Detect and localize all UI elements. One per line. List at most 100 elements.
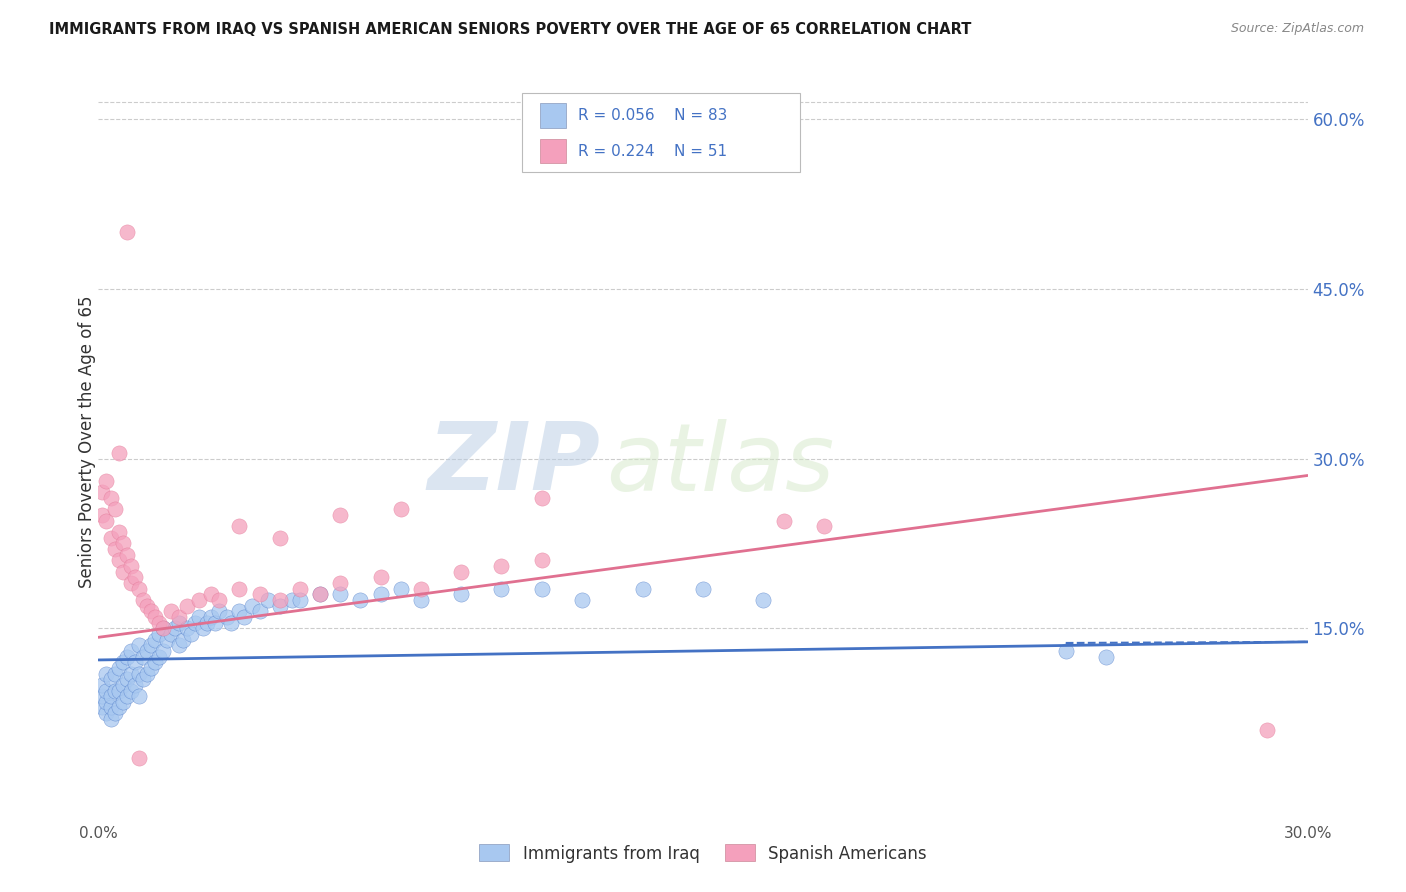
Point	[256, 593, 278, 607]
Point	[139, 638, 162, 652]
Point	[139, 661, 162, 675]
Point	[309, 587, 332, 601]
Point	[120, 666, 142, 681]
Legend: Immigrants from Iraq, Spanish Americans: Immigrants from Iraq, Spanish Americans	[472, 838, 934, 869]
Point	[208, 604, 231, 618]
Point	[450, 565, 472, 579]
Point	[249, 604, 271, 618]
Point	[389, 502, 412, 516]
Point	[103, 683, 125, 698]
Point	[128, 582, 150, 596]
Point	[135, 599, 157, 613]
Point	[309, 587, 332, 601]
Point	[1054, 644, 1077, 658]
Point	[91, 678, 114, 692]
Point	[107, 553, 129, 567]
Point	[195, 615, 218, 630]
Point	[200, 587, 222, 601]
Point	[143, 610, 166, 624]
Point	[100, 491, 122, 505]
Point	[329, 508, 352, 522]
Point	[370, 587, 392, 601]
Point	[96, 474, 118, 488]
Point	[107, 446, 129, 460]
Point	[107, 700, 129, 714]
Point	[409, 582, 432, 596]
Point	[409, 593, 432, 607]
Point	[200, 610, 222, 624]
Point	[96, 666, 118, 681]
Point	[100, 672, 122, 686]
Point	[167, 610, 190, 624]
Point	[163, 621, 186, 635]
Point	[115, 689, 138, 703]
Point	[217, 610, 239, 624]
Point	[329, 587, 352, 601]
Point	[752, 593, 775, 607]
Point	[96, 695, 118, 709]
Point	[91, 689, 114, 703]
Point	[120, 559, 142, 574]
Bar	[540, 139, 567, 163]
Point	[772, 514, 794, 528]
Point	[128, 689, 150, 703]
Point	[349, 593, 371, 607]
Point	[107, 524, 129, 539]
Point	[1256, 723, 1278, 738]
Point	[167, 615, 190, 630]
Point	[329, 576, 352, 591]
Point	[107, 661, 129, 675]
Point	[160, 604, 183, 618]
Y-axis label: Seniors Poverty Over the Age of 65: Seniors Poverty Over the Age of 65	[79, 295, 96, 588]
Point	[152, 621, 174, 635]
Text: R = 0.056    N = 83: R = 0.056 N = 83	[578, 108, 728, 123]
Point	[115, 225, 138, 239]
Point	[269, 599, 291, 613]
Point	[491, 559, 513, 574]
Point	[124, 678, 146, 692]
Point	[120, 644, 142, 658]
Point	[132, 593, 155, 607]
Text: ZIP: ZIP	[427, 418, 600, 510]
Point	[135, 666, 157, 681]
Point	[100, 700, 122, 714]
Point	[269, 593, 291, 607]
FancyBboxPatch shape	[522, 93, 800, 172]
Point	[111, 678, 134, 692]
Point	[115, 649, 138, 664]
Point	[103, 706, 125, 720]
Point	[188, 610, 211, 624]
Point	[152, 621, 174, 635]
Point	[103, 502, 125, 516]
Point	[148, 649, 170, 664]
Point	[450, 587, 472, 601]
Point	[111, 655, 134, 669]
Point	[692, 582, 714, 596]
Point	[1095, 649, 1118, 664]
Point	[96, 514, 118, 528]
Point	[143, 655, 166, 669]
Point	[172, 632, 194, 647]
Point	[370, 570, 392, 584]
Point	[100, 531, 122, 545]
Point	[124, 570, 146, 584]
Point	[167, 638, 190, 652]
Point	[120, 683, 142, 698]
Point	[631, 582, 654, 596]
Point	[120, 576, 142, 591]
Point	[91, 700, 114, 714]
Point	[111, 565, 134, 579]
Point	[115, 548, 138, 562]
Point	[176, 621, 198, 635]
Point	[491, 582, 513, 596]
Point	[221, 615, 243, 630]
Point	[193, 621, 215, 635]
Point	[240, 599, 263, 613]
Point	[160, 627, 183, 641]
Point	[530, 553, 553, 567]
Point	[91, 485, 114, 500]
Point	[96, 706, 118, 720]
Point	[100, 712, 122, 726]
Point	[228, 582, 250, 596]
Text: Source: ZipAtlas.com: Source: ZipAtlas.com	[1230, 22, 1364, 36]
